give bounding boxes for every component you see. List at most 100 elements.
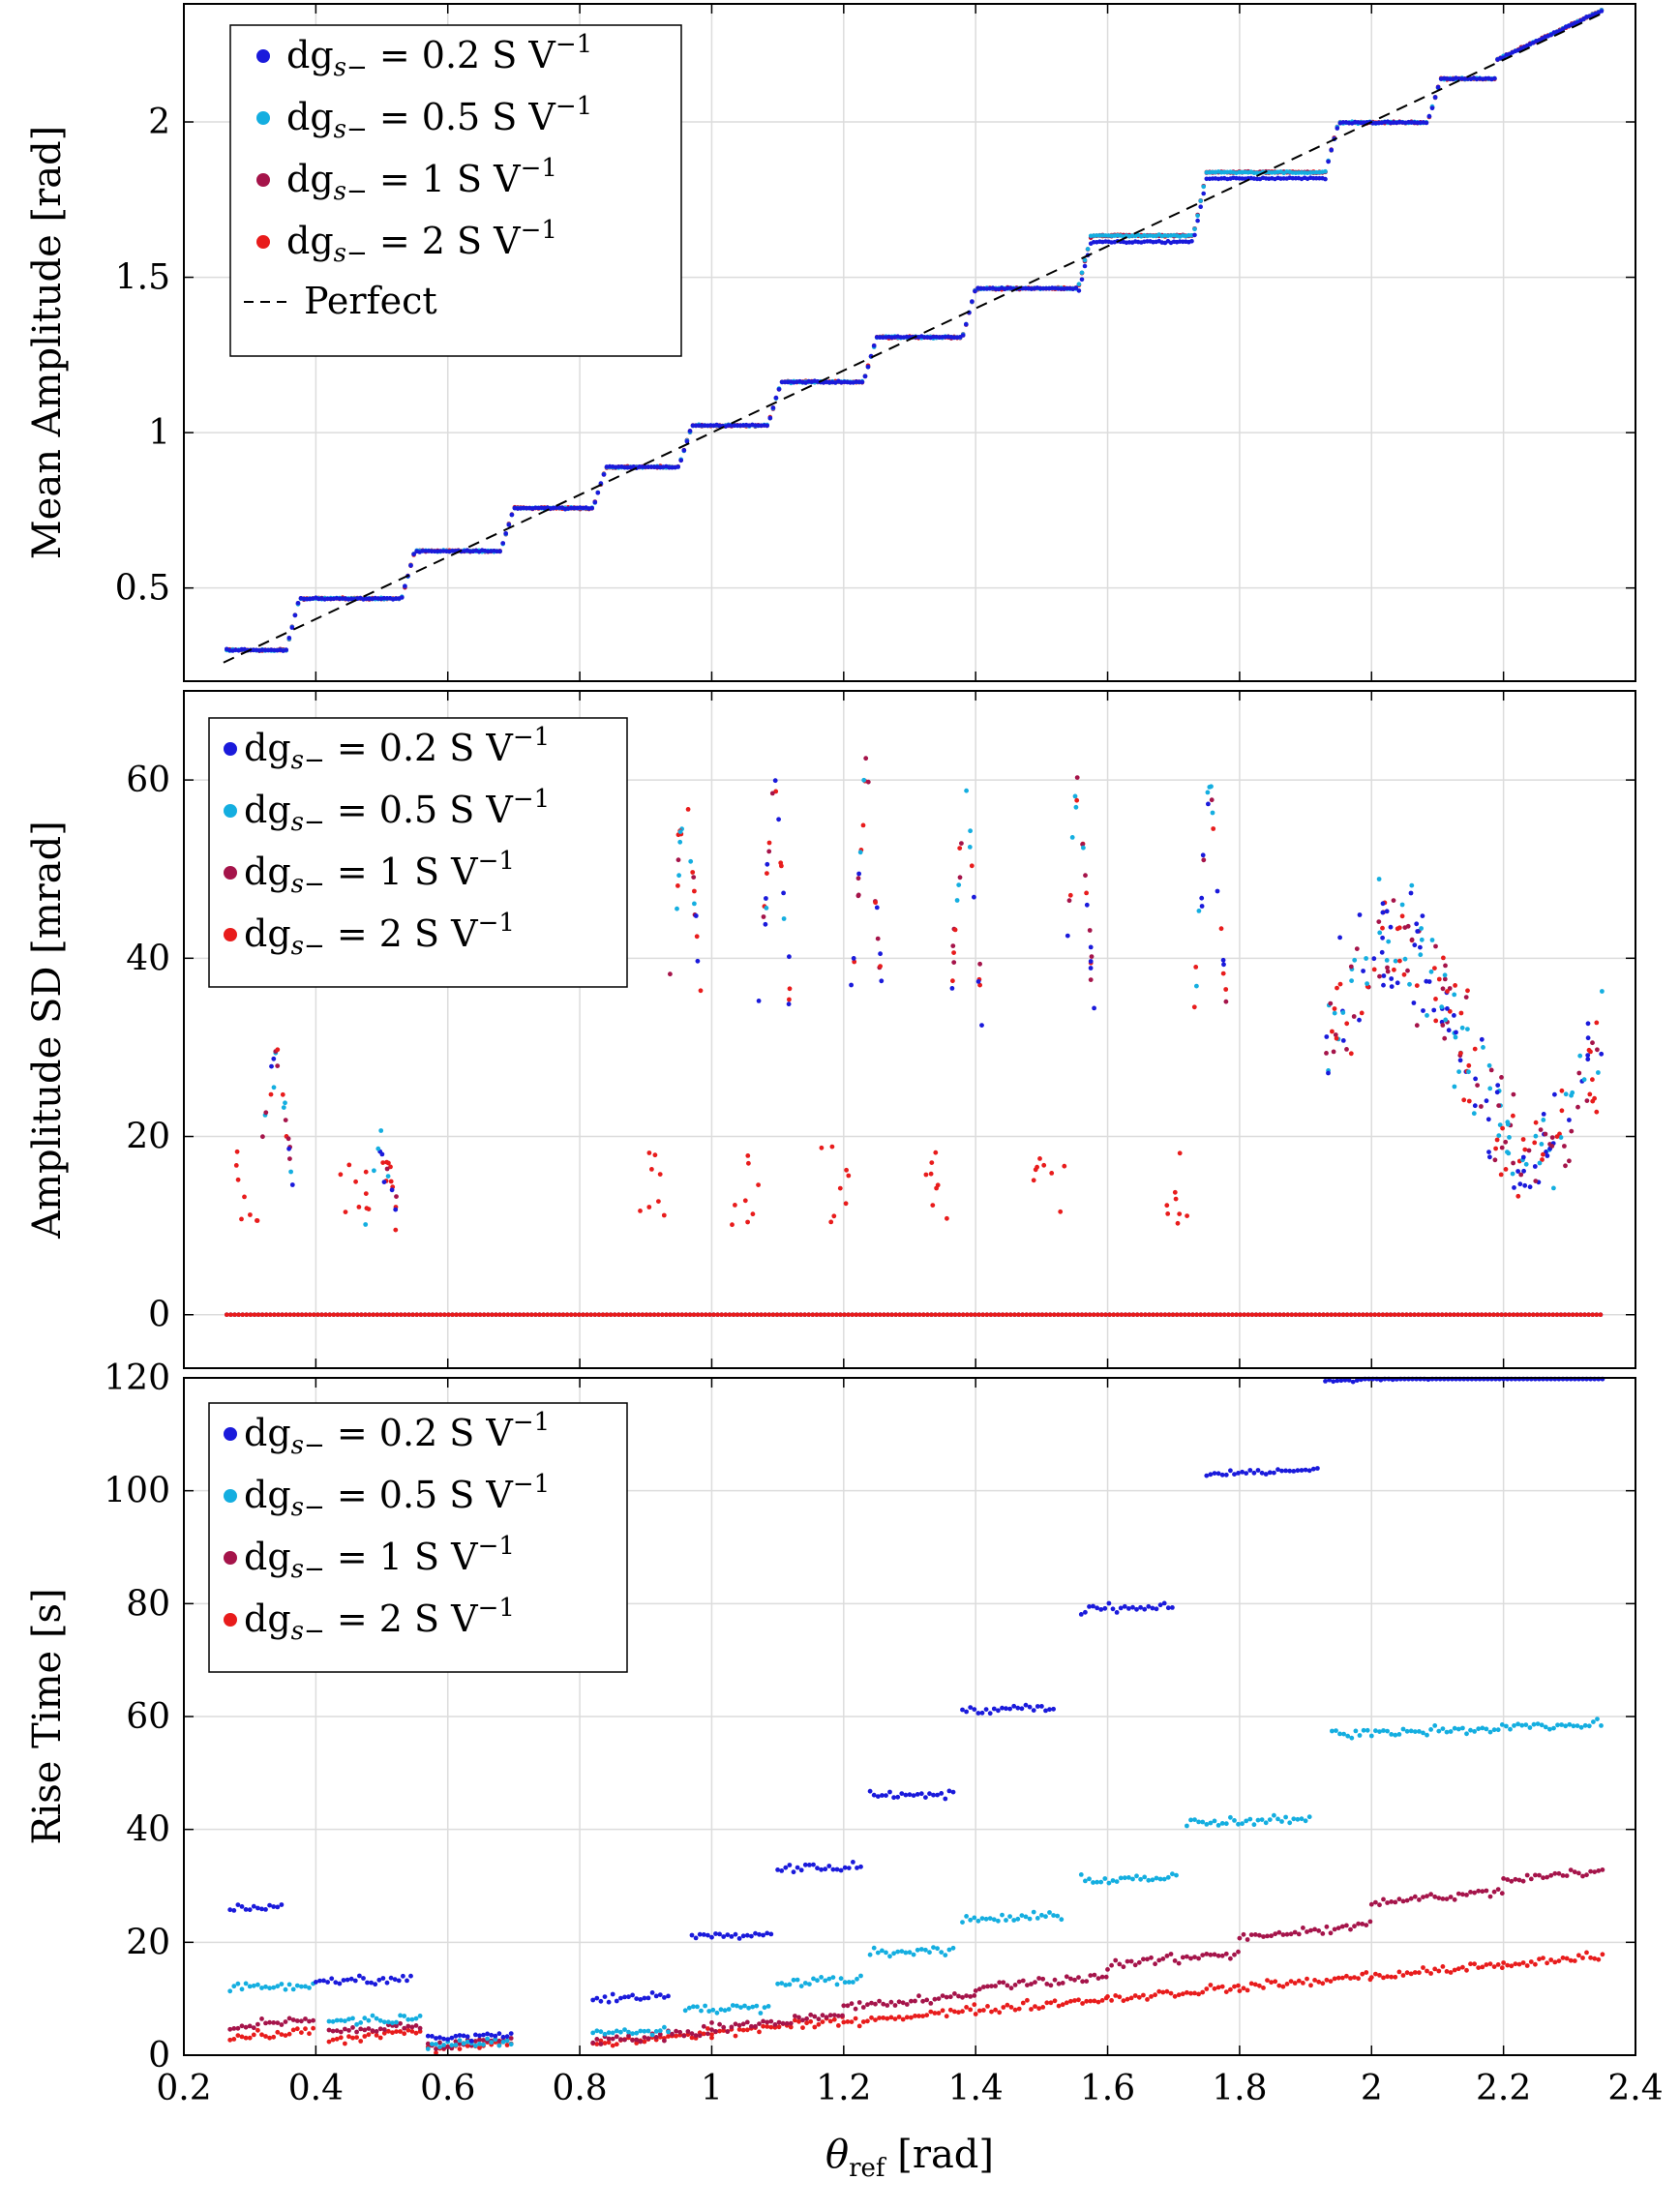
data-point bbox=[857, 850, 863, 855]
data-point bbox=[600, 1312, 606, 1317]
data-point bbox=[236, 1312, 241, 1317]
data-point bbox=[903, 1950, 909, 1956]
data-point bbox=[1463, 1312, 1469, 1317]
data-point bbox=[820, 2013, 825, 2018]
legend-entry: dgs− = 1 S V−1 bbox=[286, 154, 557, 206]
data-point bbox=[1479, 1036, 1485, 1042]
data-point bbox=[1433, 997, 1438, 1001]
data-point bbox=[247, 2023, 253, 2029]
data-point bbox=[1481, 1045, 1485, 1050]
data-point bbox=[384, 1159, 389, 1165]
data-point bbox=[338, 2017, 344, 2023]
data-point bbox=[1190, 1312, 1195, 1317]
data-point bbox=[644, 1312, 649, 1317]
data-point bbox=[1496, 1103, 1502, 1108]
data-point bbox=[618, 2037, 623, 2043]
data-point bbox=[888, 1999, 894, 2005]
data-point bbox=[1008, 1986, 1014, 1991]
data-point bbox=[1484, 1962, 1489, 1967]
panel-mean-amplitude: 0.511.52 Mean Amplitude [rad] dgs− = 0.2… bbox=[25, 3, 1636, 682]
data-point bbox=[705, 2026, 710, 2031]
data-point bbox=[1455, 1312, 1460, 1317]
data-point bbox=[1076, 1975, 1081, 1980]
data-point bbox=[251, 2032, 256, 2038]
data-point bbox=[960, 333, 966, 338]
data-point bbox=[1088, 1973, 1094, 1978]
data-point bbox=[823, 1978, 828, 1984]
data-point bbox=[1196, 1956, 1201, 1961]
data-point bbox=[1527, 1725, 1533, 1730]
data-point bbox=[804, 2016, 809, 2021]
data-point bbox=[1444, 1312, 1449, 1317]
data-point bbox=[1019, 1913, 1025, 1918]
data-point bbox=[1289, 1312, 1295, 1317]
data-point bbox=[1440, 1023, 1446, 1028]
data-point bbox=[1199, 904, 1205, 909]
data-point bbox=[1219, 1821, 1225, 1826]
data-point bbox=[800, 2017, 805, 2023]
data-point bbox=[303, 2016, 308, 2021]
data-point bbox=[674, 2028, 678, 2034]
data-point bbox=[1344, 1973, 1349, 1979]
data-point bbox=[286, 636, 292, 641]
data-point bbox=[1531, 1721, 1537, 1727]
data-point bbox=[437, 2045, 442, 2050]
data-point bbox=[765, 871, 769, 876]
data-point bbox=[828, 1219, 834, 1225]
data-point bbox=[393, 1227, 399, 1233]
data-point bbox=[1353, 1728, 1359, 1734]
data-point bbox=[766, 840, 772, 846]
data-point bbox=[1412, 1970, 1418, 1975]
data-point bbox=[822, 1312, 827, 1317]
data-point bbox=[1384, 909, 1390, 914]
data-point bbox=[851, 956, 856, 961]
data-point bbox=[1528, 1959, 1534, 1964]
data-point bbox=[1389, 1899, 1395, 1904]
data-point bbox=[1518, 1312, 1524, 1317]
data-point bbox=[1024, 1312, 1029, 1317]
data-point bbox=[1428, 969, 1434, 974]
data-point bbox=[1444, 1969, 1450, 1974]
data-point bbox=[1284, 1931, 1290, 1937]
data-point bbox=[255, 1312, 261, 1317]
data-point bbox=[1012, 1312, 1017, 1317]
data-point bbox=[454, 1312, 459, 1317]
data-point bbox=[689, 2031, 695, 2037]
data-point bbox=[307, 1312, 313, 1317]
data-point bbox=[425, 2033, 431, 2039]
data-point bbox=[1357, 912, 1363, 917]
data-point bbox=[1535, 1312, 1540, 1317]
data-point bbox=[819, 1145, 825, 1150]
data-point bbox=[1076, 1997, 1081, 2003]
data-point bbox=[768, 2018, 774, 2024]
data-point bbox=[1420, 913, 1425, 918]
data-point bbox=[390, 2020, 395, 2026]
data-point bbox=[1520, 1960, 1526, 1965]
data-point bbox=[1575, 1104, 1580, 1110]
data-point bbox=[628, 1312, 633, 1317]
data-point bbox=[638, 2028, 644, 2034]
data-point bbox=[878, 1312, 883, 1317]
data-point bbox=[389, 1187, 395, 1193]
data-point bbox=[1141, 1992, 1146, 1998]
data-point bbox=[640, 1312, 645, 1317]
data-point bbox=[589, 505, 594, 511]
data-point bbox=[1499, 1075, 1504, 1080]
data-point bbox=[355, 1312, 360, 1317]
data-point bbox=[1001, 1980, 1006, 1986]
data-point bbox=[378, 1312, 384, 1317]
data-point bbox=[1491, 1889, 1497, 1895]
data-point bbox=[410, 1312, 415, 1317]
data-point bbox=[1331, 1049, 1336, 1055]
data-point bbox=[1483, 1312, 1488, 1317]
data-point bbox=[932, 1996, 938, 2002]
data-point bbox=[1236, 1821, 1241, 1827]
data-point bbox=[381, 2027, 387, 2032]
data-point bbox=[468, 2038, 474, 2044]
data-point bbox=[1452, 1967, 1457, 1973]
data-point bbox=[1414, 1023, 1420, 1029]
data-point bbox=[1376, 1312, 1382, 1317]
data-point bbox=[494, 1312, 498, 1317]
data-point bbox=[276, 1312, 281, 1317]
data-point bbox=[1508, 1726, 1513, 1732]
